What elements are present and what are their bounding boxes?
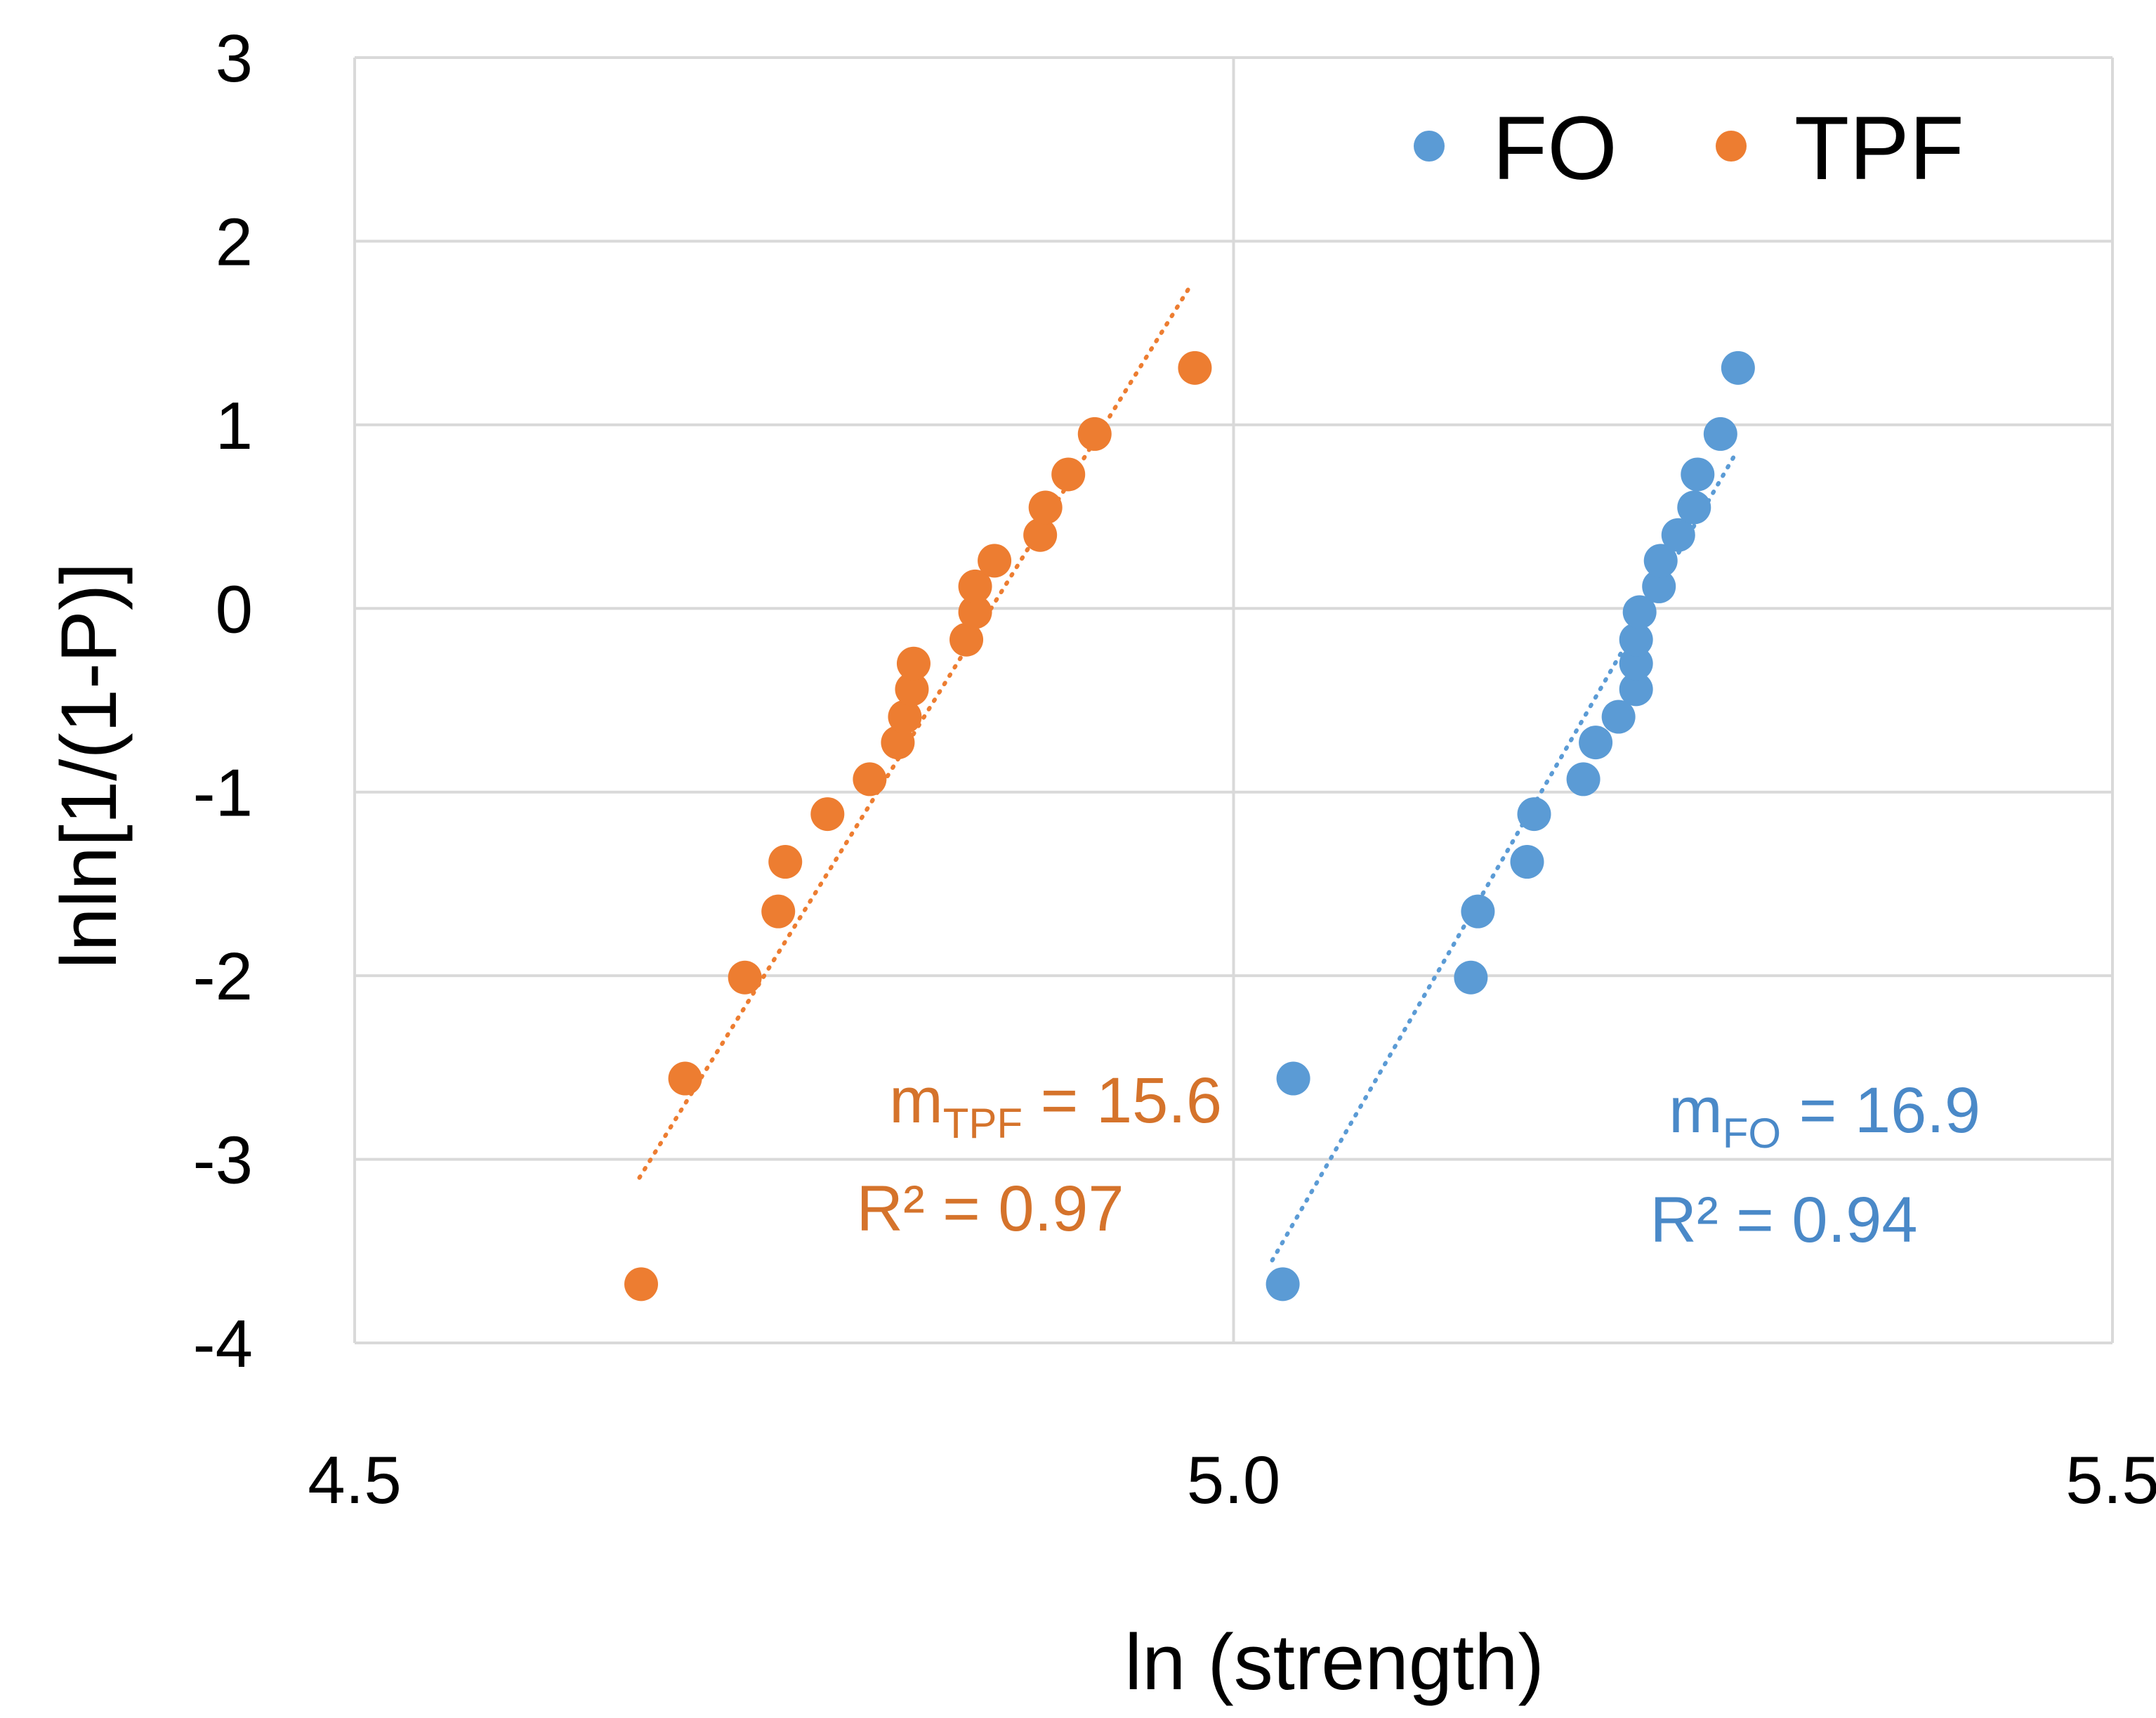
data-point-tpf bbox=[853, 762, 887, 796]
data-point-fo bbox=[1510, 845, 1544, 879]
data-point-tpf bbox=[1028, 490, 1063, 525]
data-point-fo bbox=[1681, 457, 1715, 492]
legend: FO TPF bbox=[1414, 98, 1964, 199]
data-point-tpf bbox=[624, 1267, 658, 1301]
data-point-fo bbox=[1619, 672, 1653, 707]
legend-marker-fo bbox=[1414, 131, 1445, 162]
slope-label-fo: mFO = 16.9 bbox=[1669, 1075, 1980, 1157]
data-point-fo bbox=[1721, 350, 1755, 385]
slope-label-tpf: mTPF = 15.6 bbox=[889, 1065, 1222, 1147]
x-tick-label: 4.5 bbox=[308, 1443, 401, 1518]
trendline-tpf bbox=[637, 284, 1192, 1180]
annotation-tpf: mTPF = 15.6 R² = 0.97 bbox=[857, 1065, 1222, 1245]
data-point-tpf bbox=[881, 726, 915, 760]
x-tick-label: 5.5 bbox=[2065, 1443, 2156, 1518]
data-point-tpf bbox=[958, 595, 992, 629]
data-point-tpf bbox=[958, 569, 992, 603]
y-tick-label: -4 bbox=[193, 1306, 253, 1382]
y-axis-title: lnln[1/(1-P)] bbox=[45, 563, 133, 969]
data-point-tpf bbox=[728, 960, 762, 995]
data-point-fo bbox=[1461, 894, 1495, 929]
data-point-tpf bbox=[1051, 457, 1086, 492]
point-layer bbox=[624, 350, 1755, 1301]
data-point-tpf bbox=[668, 1061, 702, 1096]
y-tick-label: 1 bbox=[216, 388, 253, 464]
y-tick-label: -2 bbox=[193, 939, 253, 1014]
data-point-tpf bbox=[949, 622, 984, 657]
slope-prefix-fo: m bbox=[1669, 1075, 1723, 1146]
data-point-fo bbox=[1579, 726, 1613, 760]
legend-label-fo: FO bbox=[1492, 98, 1617, 199]
data-point-fo bbox=[1661, 518, 1695, 552]
data-point-fo bbox=[1619, 622, 1653, 657]
data-point-tpf bbox=[768, 845, 803, 879]
data-point-tpf bbox=[896, 646, 931, 681]
y-tick-label: -3 bbox=[193, 1123, 253, 1198]
data-point-fo bbox=[1454, 960, 1488, 995]
data-point-fo bbox=[1642, 569, 1676, 603]
y-tick-label: 0 bbox=[216, 572, 253, 647]
r2-label-tpf: R² = 0.97 bbox=[857, 1173, 1124, 1245]
data-point-tpf bbox=[895, 672, 929, 707]
data-point-fo bbox=[1677, 490, 1711, 525]
data-point-tpf bbox=[1023, 518, 1058, 552]
data-point-fo bbox=[1643, 544, 1678, 578]
slope-value-tpf: = 15.6 bbox=[1023, 1065, 1222, 1136]
data-point-fo bbox=[1566, 762, 1600, 796]
grid-layer bbox=[353, 56, 2114, 1344]
x-tick-label: 5.0 bbox=[1187, 1443, 1280, 1518]
data-point-fo bbox=[1517, 797, 1551, 832]
data-point-fo bbox=[1601, 700, 1636, 734]
data-point-fo bbox=[1703, 417, 1737, 451]
y-tick-label: 3 bbox=[216, 21, 253, 96]
legend-label-tpf: TPF bbox=[1794, 98, 1964, 199]
y-tick-label: 2 bbox=[216, 204, 253, 280]
data-point-tpf bbox=[1077, 417, 1112, 451]
data-point-tpf bbox=[978, 544, 1012, 578]
tick-layer: 3 2 1 0 -1 -2 -3 -4 4.5 5.0 5.5 bbox=[193, 21, 2156, 1518]
legend-marker-tpf bbox=[1716, 131, 1747, 162]
y-tick-label: -1 bbox=[193, 756, 253, 831]
r2-label-fo: R² = 0.94 bbox=[1650, 1184, 1918, 1256]
slope-sub-fo: FO bbox=[1723, 1110, 1781, 1157]
data-point-tpf bbox=[888, 700, 922, 734]
slope-value-fo: = 16.9 bbox=[1781, 1075, 1980, 1146]
slope-sub-tpf: TPF bbox=[943, 1100, 1023, 1147]
data-point-fo bbox=[1619, 646, 1653, 681]
annotation-fo: mFO = 16.9 R² = 0.94 bbox=[1650, 1075, 1980, 1256]
data-point-fo bbox=[1266, 1267, 1300, 1301]
data-point-tpf bbox=[1178, 350, 1212, 385]
x-axis-title: ln (strength) bbox=[1124, 1618, 1544, 1706]
data-point-tpf bbox=[810, 797, 845, 832]
data-point-tpf bbox=[761, 894, 796, 929]
data-point-fo bbox=[1276, 1061, 1310, 1096]
slope-prefix-tpf: m bbox=[889, 1065, 943, 1136]
data-point-fo bbox=[1622, 595, 1657, 629]
